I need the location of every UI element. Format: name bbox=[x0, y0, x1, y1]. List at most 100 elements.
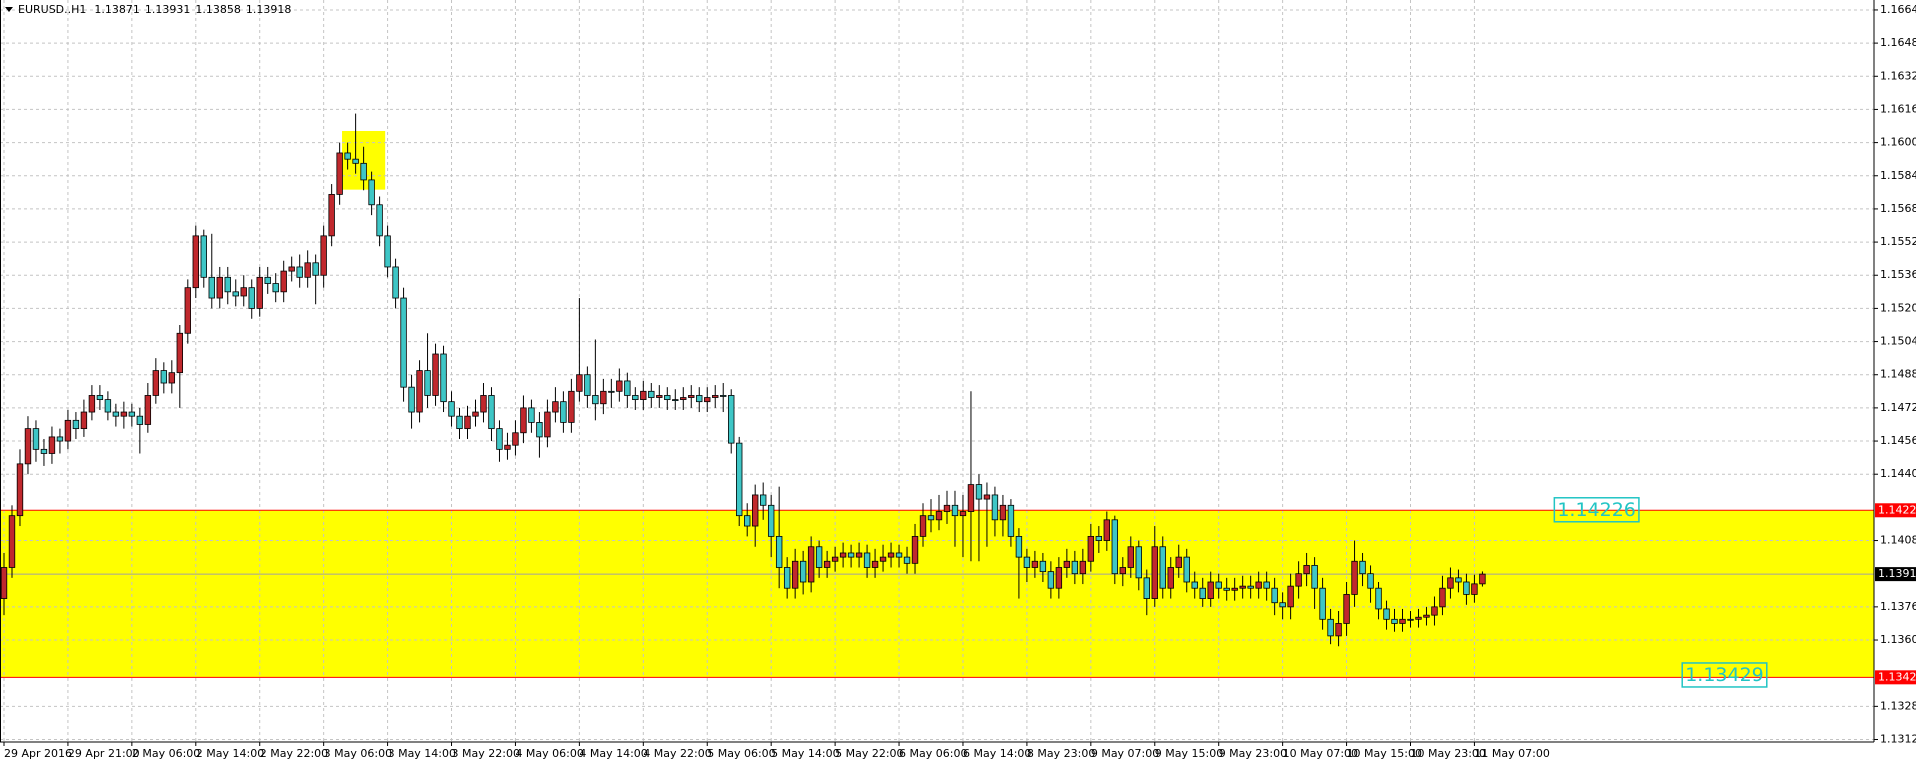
x-tick-label: 10 May 15:00 bbox=[1347, 747, 1422, 760]
candle-body bbox=[320, 235, 327, 276]
candle-body bbox=[951, 504, 959, 517]
y-tick-label: 1.14880 bbox=[1880, 368, 1916, 381]
y-tick-label: 1.15840 bbox=[1880, 169, 1916, 182]
candle-body bbox=[488, 395, 495, 430]
candle-body bbox=[1135, 546, 1142, 579]
candle-body bbox=[1031, 560, 1039, 568]
candle-body bbox=[88, 395, 96, 413]
candle-body bbox=[1247, 585, 1254, 589]
candle-body bbox=[1383, 608, 1390, 620]
candle-body bbox=[64, 419, 72, 442]
candle-body bbox=[256, 276, 263, 309]
y-tick-label: 1.13600 bbox=[1880, 633, 1916, 646]
candle-body bbox=[32, 428, 40, 450]
candle-body bbox=[104, 399, 112, 413]
y-tick-label: 1.16320 bbox=[1880, 69, 1916, 82]
candle-body bbox=[240, 287, 247, 297]
candle-body bbox=[1303, 565, 1310, 575]
x-tick-label: 2 May 22:00 bbox=[260, 747, 328, 760]
candle-body bbox=[863, 552, 871, 568]
candle-body bbox=[1055, 567, 1063, 589]
candle-body bbox=[1119, 567, 1126, 575]
y-tick-label: 1.14080 bbox=[1880, 534, 1916, 547]
candle-body bbox=[192, 235, 199, 289]
candle-body bbox=[1463, 581, 1470, 595]
candle-body bbox=[528, 407, 535, 423]
candle-body bbox=[919, 515, 927, 537]
candle-body bbox=[552, 401, 559, 413]
candle-body bbox=[1167, 567, 1174, 589]
candle-body bbox=[831, 556, 839, 562]
candle-body bbox=[799, 560, 807, 583]
candle-body bbox=[184, 287, 191, 334]
x-tick-label: 9 May 23:00 bbox=[1219, 747, 1287, 760]
candle-body bbox=[1079, 560, 1087, 575]
header-close: 1.13918 bbox=[246, 3, 292, 16]
candle-body bbox=[759, 494, 767, 506]
y-tick-label: 1.15360 bbox=[1880, 268, 1916, 281]
x-tick-label: 8 May 23:00 bbox=[1027, 747, 1095, 760]
candle-body bbox=[967, 484, 975, 512]
candle-body bbox=[1351, 560, 1358, 595]
x-tick-label: 10 May 07:00 bbox=[1283, 747, 1358, 760]
candle-body bbox=[120, 411, 128, 417]
header-high: 1.13931 bbox=[145, 3, 191, 16]
candle-body bbox=[344, 152, 351, 160]
candle-body bbox=[232, 291, 239, 297]
candle-body bbox=[1095, 535, 1103, 541]
price-text: 1.13429 bbox=[1685, 664, 1764, 686]
candle-body bbox=[1391, 618, 1398, 624]
candle-body bbox=[983, 494, 991, 500]
candle-body bbox=[1431, 606, 1438, 616]
x-tick-label: 3 May 06:00 bbox=[324, 747, 392, 760]
candle-body bbox=[1143, 577, 1150, 599]
candle-body bbox=[168, 372, 176, 384]
header-low: 1.13858 bbox=[195, 3, 241, 16]
candle-body bbox=[0, 567, 8, 599]
header-open: 1.13871 bbox=[94, 3, 140, 16]
candle-body bbox=[815, 546, 823, 568]
candle-body bbox=[536, 422, 543, 438]
candle-body bbox=[887, 552, 895, 558]
candle-body bbox=[264, 276, 271, 284]
symbol: EURUSD..H1 bbox=[18, 3, 86, 16]
candle-body bbox=[1455, 577, 1462, 583]
candle-body bbox=[847, 552, 855, 558]
level-label-box bbox=[1875, 670, 1916, 685]
candle-body bbox=[576, 374, 583, 392]
candle-body bbox=[520, 407, 527, 434]
candle-body bbox=[592, 395, 599, 405]
candle-body bbox=[480, 395, 487, 413]
candle-body bbox=[616, 380, 623, 392]
candle-body bbox=[728, 395, 735, 444]
level-label-box bbox=[1875, 503, 1916, 518]
candle-body bbox=[424, 370, 431, 396]
x-tick-label: 4 May 14:00 bbox=[579, 747, 647, 760]
x-tick-label: 5 May 14:00 bbox=[771, 747, 839, 760]
candle-body bbox=[1319, 587, 1326, 620]
candle-body bbox=[1223, 587, 1230, 591]
candle-body bbox=[680, 397, 687, 401]
x-tick-label: 29 Apr 2016 bbox=[4, 747, 72, 760]
candle-body bbox=[624, 380, 631, 396]
candle-body bbox=[1063, 560, 1071, 568]
candle-body bbox=[1263, 581, 1270, 589]
candle-body bbox=[1359, 560, 1366, 575]
candle-body bbox=[1239, 585, 1246, 589]
y-tick-label: 1.15520 bbox=[1880, 235, 1916, 248]
level-label: 1.14226 bbox=[1878, 503, 1916, 516]
candle-body bbox=[440, 353, 447, 403]
candle-body bbox=[312, 262, 319, 276]
candle-body bbox=[512, 432, 519, 446]
candle-body bbox=[200, 235, 207, 278]
candle-body bbox=[584, 374, 591, 396]
candle-body bbox=[176, 332, 184, 374]
candle-body bbox=[704, 397, 711, 403]
candle-body bbox=[1335, 623, 1342, 637]
candle-body bbox=[80, 411, 88, 430]
x-tick-label: 9 May 15:00 bbox=[1155, 747, 1223, 760]
candle-body bbox=[1327, 618, 1334, 637]
candle-body bbox=[400, 297, 407, 388]
candle-body bbox=[504, 444, 511, 450]
